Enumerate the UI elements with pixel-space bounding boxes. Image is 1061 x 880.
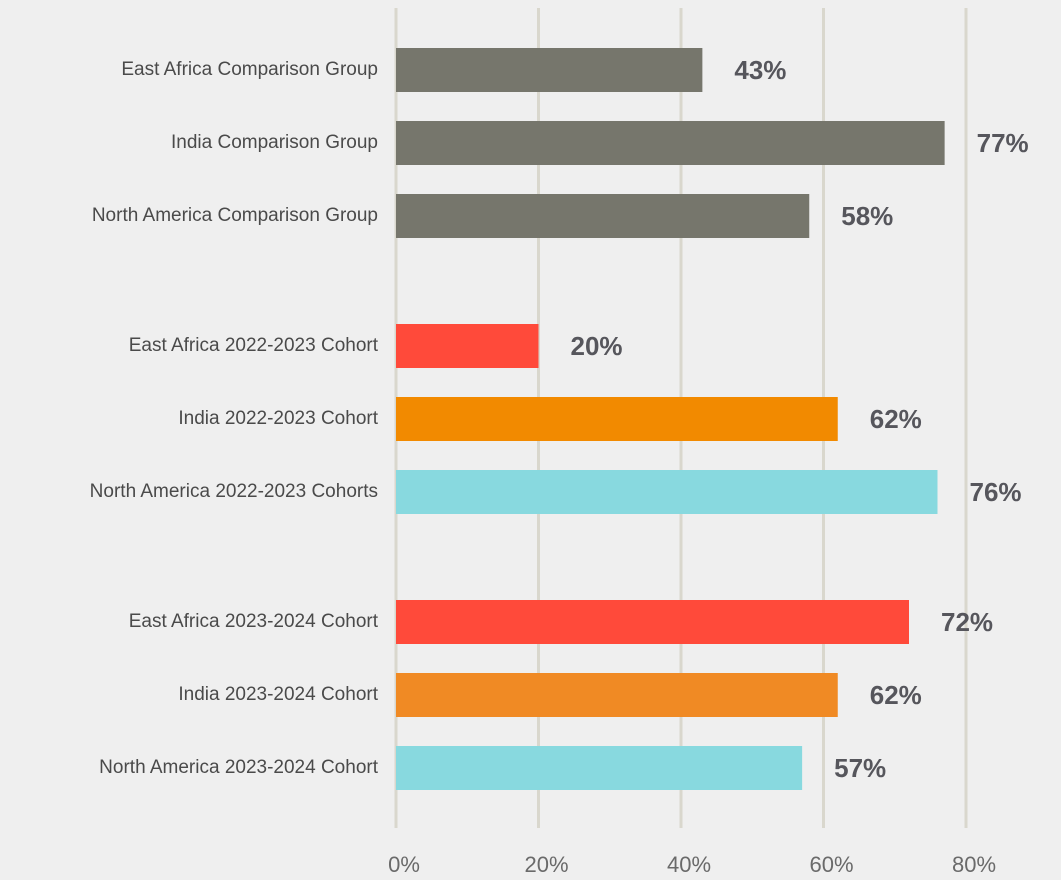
bar bbox=[396, 600, 909, 644]
value-label: 43% bbox=[734, 55, 786, 85]
category-label: North America Comparison Group bbox=[92, 205, 378, 226]
value-label: 58% bbox=[841, 201, 893, 231]
value-label: 57% bbox=[834, 753, 886, 783]
bar bbox=[396, 397, 838, 441]
bar bbox=[396, 48, 703, 92]
category-label: India 2022-2023 Cohort bbox=[178, 408, 378, 429]
bar bbox=[396, 470, 938, 514]
category-label: India 2023-2024 Cohort bbox=[178, 684, 378, 705]
value-label: 62% bbox=[870, 404, 922, 434]
category-label: North America 2022-2023 Cohorts bbox=[90, 481, 378, 502]
value-label: 77% bbox=[977, 128, 1029, 158]
category-label: East Africa 2023-2024 Cohort bbox=[129, 611, 379, 632]
x-tick-label: 80% bbox=[952, 852, 996, 877]
bar bbox=[396, 194, 810, 238]
category-label: East Africa Comparison Group bbox=[121, 59, 378, 80]
value-label: 72% bbox=[941, 607, 993, 637]
bar bbox=[396, 746, 803, 790]
value-label: 62% bbox=[870, 680, 922, 710]
category-label: East Africa 2022-2023 Cohort bbox=[129, 335, 379, 356]
value-label: 20% bbox=[571, 331, 623, 361]
value-label: 76% bbox=[970, 477, 1022, 507]
x-tick-label: 0% bbox=[388, 852, 420, 877]
category-label: North America 2023-2024 Cohort bbox=[99, 757, 379, 778]
bar bbox=[396, 121, 945, 165]
bar bbox=[396, 673, 838, 717]
x-tick-label: 60% bbox=[809, 852, 853, 877]
category-label: India Comparison Group bbox=[171, 132, 378, 153]
x-tick-label: 20% bbox=[524, 852, 568, 877]
bar bbox=[396, 324, 539, 368]
x-tick-label: 40% bbox=[667, 852, 711, 877]
